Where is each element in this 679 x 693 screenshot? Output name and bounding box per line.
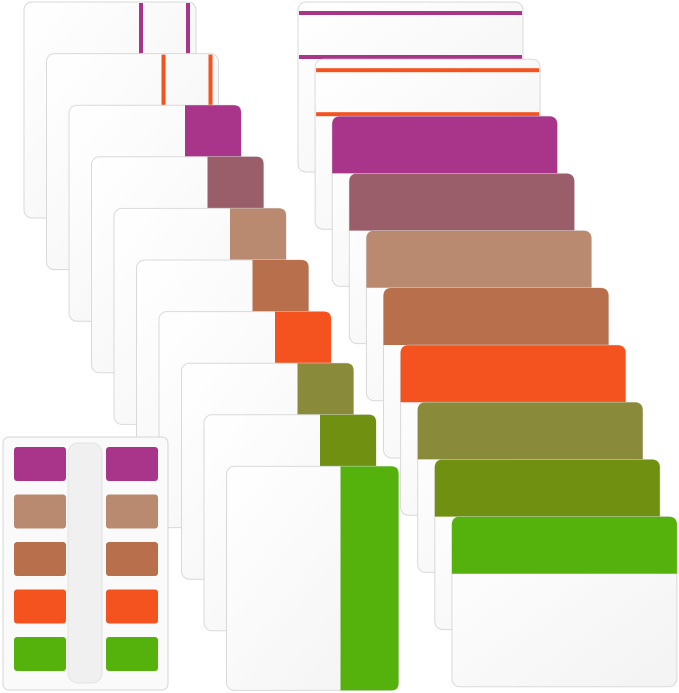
sheet-divider (67, 442, 103, 684)
mini-tab (106, 447, 158, 481)
sticker-sheet (2, 436, 169, 691)
mini-tab (14, 589, 66, 624)
color-tab (451, 516, 677, 574)
tab-card (226, 465, 399, 691)
color-tab (340, 466, 399, 691)
color-tab (400, 345, 626, 403)
color-tab (332, 116, 558, 174)
left-tab-stack (23, 1, 399, 691)
mini-tab (106, 589, 158, 624)
stripe (316, 68, 540, 73)
mini-tab (106, 542, 158, 576)
color-tab (383, 288, 609, 345)
mini-tab (106, 494, 158, 529)
color-tab (417, 402, 643, 460)
mini-tab (14, 447, 66, 481)
right-tab-stack (297, 1, 678, 688)
color-tab (366, 230, 592, 288)
mini-tab (14, 637, 66, 671)
stripe (299, 55, 522, 59)
tab-card (451, 516, 678, 688)
color-tab (434, 459, 660, 517)
stripe (299, 11, 522, 15)
mini-tab (14, 542, 66, 576)
stripe (316, 112, 540, 117)
mini-tab (14, 494, 66, 529)
color-tab (349, 173, 575, 231)
mini-tab (106, 637, 158, 671)
